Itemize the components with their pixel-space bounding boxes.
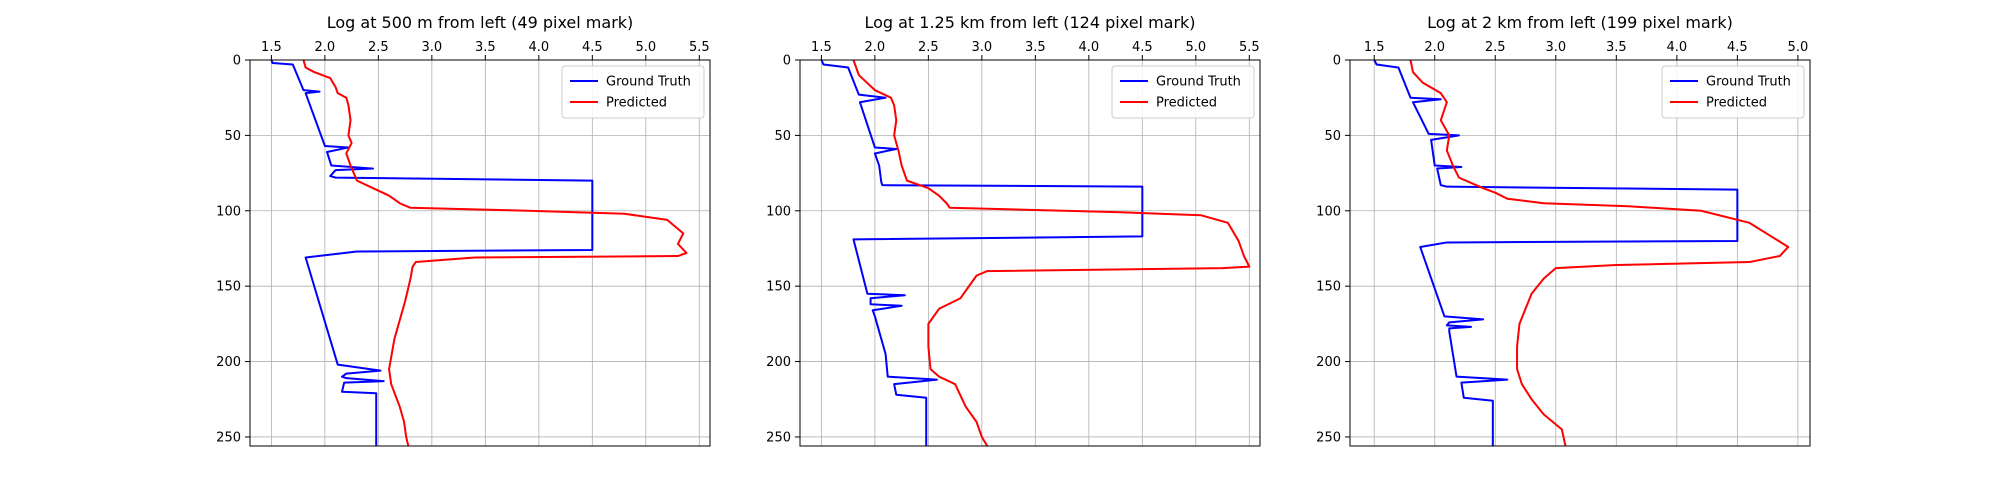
chart-panel-3: 1.5 2.0 2.5 3.0 3.5 4.0 4.5 5.0 0 50 100 150 200 250 L… — [1316, 13, 1811, 447]
x-tick-label: 2.0 — [315, 40, 336, 55]
chart-panel-1: 1.5 2.0 2.5 3.0 3.5 4.0 4.5 5.0 5.5 0 50 100 150 200 2… — [216, 13, 711, 447]
ground-truth-line — [1373, 59, 1739, 446]
x-tick-label: 3.5 — [475, 40, 496, 55]
legend: Ground Truth Predicted — [561, 65, 705, 119]
legend-label: Predicted — [1156, 96, 1217, 111]
y-tick-label: 50 — [774, 129, 791, 144]
x-tick-label: 3.5 — [1606, 40, 1627, 55]
y-tick-label: 200 — [216, 355, 241, 370]
x-tick-label: 4.5 — [582, 40, 603, 55]
x-tick-label: 4.5 — [1727, 40, 1748, 55]
legend-label: Predicted — [1706, 96, 1767, 111]
x-tick-label: 4.0 — [528, 40, 549, 55]
legend-box — [561, 65, 705, 119]
y-tick-label: 250 — [216, 430, 241, 445]
chart-title: Log at 2 km from left (199 pixel mark) — [1427, 13, 1733, 32]
y-tick-label: 100 — [216, 204, 241, 219]
x-tick-label: 3.0 — [1545, 40, 1566, 55]
ground-truth-line — [820, 59, 1144, 446]
x-tick-label: 5.0 — [1788, 40, 1809, 55]
x-tick-label: 3.0 — [972, 40, 993, 55]
x-tick-label: 2.5 — [368, 40, 389, 55]
x-tick-label: 1.5 — [1364, 40, 1385, 55]
y-tick-label: 150 — [1316, 280, 1341, 295]
y-tick-label: 200 — [1316, 355, 1341, 370]
legend: Ground Truth Predicted — [1111, 65, 1255, 119]
legend-box — [1111, 65, 1255, 119]
legend-label: Ground Truth — [1706, 75, 1791, 90]
y-tick-label: 0 — [1333, 54, 1341, 69]
x-tick-label: 5.5 — [689, 40, 710, 55]
legend-label: Ground Truth — [606, 75, 691, 90]
y-tick-label: 0 — [233, 54, 241, 69]
x-tick-label: 5.5 — [1239, 40, 1260, 55]
grid — [1350, 59, 1810, 446]
x-tick-label: 2.0 — [865, 40, 886, 55]
predicted-line — [852, 59, 1251, 447]
grid — [250, 59, 710, 446]
x-tick-label: 1.5 — [261, 40, 282, 55]
y-tick-label: 50 — [1324, 129, 1341, 144]
x-tick-label: 2.0 — [1424, 40, 1445, 55]
legend-label: Predicted — [606, 96, 667, 111]
y-tick-label: 250 — [766, 430, 791, 445]
y-tick-label: 0 — [783, 54, 791, 69]
ground-truth-line — [270, 59, 594, 446]
y-tick-label: 150 — [766, 280, 791, 295]
x-tick-label: 5.0 — [1185, 40, 1206, 55]
x-tick-label: 2.5 — [918, 40, 939, 55]
axes-frame — [799, 59, 1261, 447]
predicted-line — [302, 59, 688, 447]
x-tick-label: 3.5 — [1025, 40, 1046, 55]
x-tick-label: 4.5 — [1132, 40, 1153, 55]
y-tick-label: 150 — [216, 280, 241, 295]
axes-frame — [249, 59, 711, 447]
legend-box — [1661, 65, 1805, 119]
y-tick-label: 100 — [1316, 204, 1341, 219]
x-tick-label: 1.5 — [811, 40, 832, 55]
x-tick-label: 4.0 — [1078, 40, 1099, 55]
chart-panel-2: 1.5 2.0 2.5 3.0 3.5 4.0 4.5 5.0 5.5 0 50 100 150 200 2… — [766, 13, 1261, 447]
x-tick-label: 2.5 — [1485, 40, 1506, 55]
x-tick-label: 4.0 — [1666, 40, 1687, 55]
legend-label: Ground Truth — [1156, 75, 1241, 90]
y-tick-label: 250 — [1316, 430, 1341, 445]
predicted-line — [1409, 59, 1790, 447]
x-tick-label: 5.0 — [635, 40, 656, 55]
axes-frame — [1349, 59, 1811, 447]
y-tick-label: 100 — [766, 204, 791, 219]
legend: Ground Truth Predicted — [1661, 65, 1805, 119]
y-tick-label: 50 — [224, 129, 241, 144]
chart-title: Log at 1.25 km from left (124 pixel mark… — [864, 13, 1195, 32]
x-tick-label: 3.0 — [422, 40, 443, 55]
y-tick-label: 200 — [766, 355, 791, 370]
chart-title: Log at 500 m from left (49 pixel mark) — [327, 13, 634, 32]
